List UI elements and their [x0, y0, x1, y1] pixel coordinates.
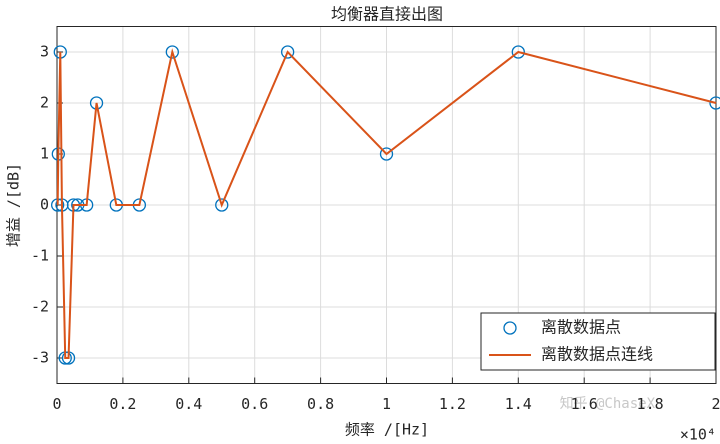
x-tick-label: 0.6 [241, 395, 268, 413]
y-tick-label: -1 [31, 247, 49, 265]
x-tick-label: 0.8 [307, 395, 334, 413]
y-tick-label: -2 [31, 298, 49, 316]
x-tick-label: 0 [52, 395, 61, 413]
y-tick-label: -3 [31, 349, 49, 367]
x-tick-label: 1.4 [505, 395, 532, 413]
data-point [709, 96, 720, 110]
data-point [379, 147, 394, 161]
legend-marker [503, 321, 517, 335]
legend-box [480, 312, 716, 371]
data-point [165, 45, 179, 59]
x-exponent: ×10⁴ [680, 426, 716, 444]
y-tick-label: 2 [40, 94, 49, 112]
x-axis-label: 频率 /[Hz] [345, 421, 429, 439]
y-tick-label: 1 [40, 145, 49, 163]
data-point [511, 45, 525, 59]
y-tick-label: 3 [40, 43, 49, 61]
data-point [215, 198, 229, 212]
x-tick-label: 0.2 [109, 395, 136, 413]
chart-title: 均衡器直接出图 [331, 5, 443, 24]
data-line [56, 48, 717, 359]
y-axis-label: 增益 /[dB] [5, 163, 23, 247]
watermark: 知乎 @ChaseX [560, 395, 656, 412]
x-tick-label: 1.6 [571, 395, 598, 413]
x-tick-label: 1.2 [439, 395, 466, 413]
data-point [280, 45, 295, 59]
y-tick-label: 0 [40, 196, 49, 214]
legend-label: 离散数据点连线 [541, 345, 653, 364]
x-tick-label: 1 [382, 395, 391, 413]
x-tick-label: 1.8 [637, 395, 664, 413]
x-tick-label: 2 [711, 395, 720, 413]
legend-label: 离散数据点 [541, 318, 621, 337]
x-tick-label: 0.4 [175, 395, 202, 413]
